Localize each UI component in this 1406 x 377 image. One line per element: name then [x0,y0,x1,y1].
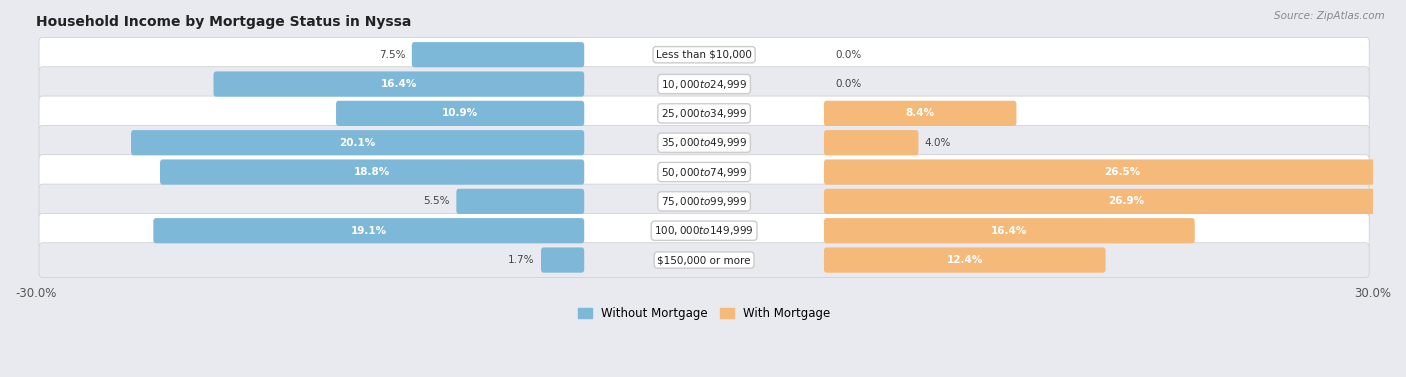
FancyBboxPatch shape [153,218,585,243]
FancyBboxPatch shape [39,37,1369,72]
FancyBboxPatch shape [131,130,585,155]
Text: $35,000 to $49,999: $35,000 to $49,999 [661,136,747,149]
FancyBboxPatch shape [39,213,1369,248]
FancyBboxPatch shape [824,247,1105,273]
FancyBboxPatch shape [457,189,585,214]
Text: 10.9%: 10.9% [441,108,478,118]
FancyBboxPatch shape [824,189,1406,214]
Text: 4.0%: 4.0% [925,138,950,148]
Text: 20.1%: 20.1% [339,138,375,148]
Text: 16.4%: 16.4% [381,79,418,89]
FancyBboxPatch shape [824,218,1195,243]
FancyBboxPatch shape [824,159,1406,185]
Text: 1.7%: 1.7% [508,255,534,265]
FancyBboxPatch shape [39,67,1369,101]
Text: 16.4%: 16.4% [991,226,1028,236]
Text: 8.4%: 8.4% [905,108,935,118]
Text: $150,000 or more: $150,000 or more [658,255,751,265]
FancyBboxPatch shape [39,243,1369,277]
Text: 26.5%: 26.5% [1104,167,1140,177]
Text: $75,000 to $99,999: $75,000 to $99,999 [661,195,747,208]
Text: 0.0%: 0.0% [835,79,862,89]
Text: $25,000 to $34,999: $25,000 to $34,999 [661,107,747,120]
Text: 12.4%: 12.4% [946,255,983,265]
Text: Household Income by Mortgage Status in Nyssa: Household Income by Mortgage Status in N… [35,15,411,29]
Text: 5.5%: 5.5% [423,196,450,206]
Text: $50,000 to $74,999: $50,000 to $74,999 [661,166,747,179]
FancyBboxPatch shape [214,71,585,97]
Text: Less than $10,000: Less than $10,000 [657,50,752,60]
Text: Source: ZipAtlas.com: Source: ZipAtlas.com [1274,11,1385,21]
Text: 0.0%: 0.0% [835,50,862,60]
FancyBboxPatch shape [541,247,585,273]
FancyBboxPatch shape [39,126,1369,160]
FancyBboxPatch shape [39,184,1369,219]
FancyBboxPatch shape [39,155,1369,189]
Text: $100,000 to $149,999: $100,000 to $149,999 [654,224,754,237]
Text: 18.8%: 18.8% [354,167,391,177]
Text: 7.5%: 7.5% [380,50,405,60]
FancyBboxPatch shape [160,159,585,185]
FancyBboxPatch shape [412,42,585,67]
Text: 19.1%: 19.1% [350,226,387,236]
FancyBboxPatch shape [824,101,1017,126]
FancyBboxPatch shape [824,130,918,155]
Text: 26.9%: 26.9% [1108,196,1144,206]
Legend: Without Mortgage, With Mortgage: Without Mortgage, With Mortgage [572,302,835,325]
FancyBboxPatch shape [39,96,1369,131]
Text: $10,000 to $24,999: $10,000 to $24,999 [661,78,747,90]
FancyBboxPatch shape [336,101,585,126]
